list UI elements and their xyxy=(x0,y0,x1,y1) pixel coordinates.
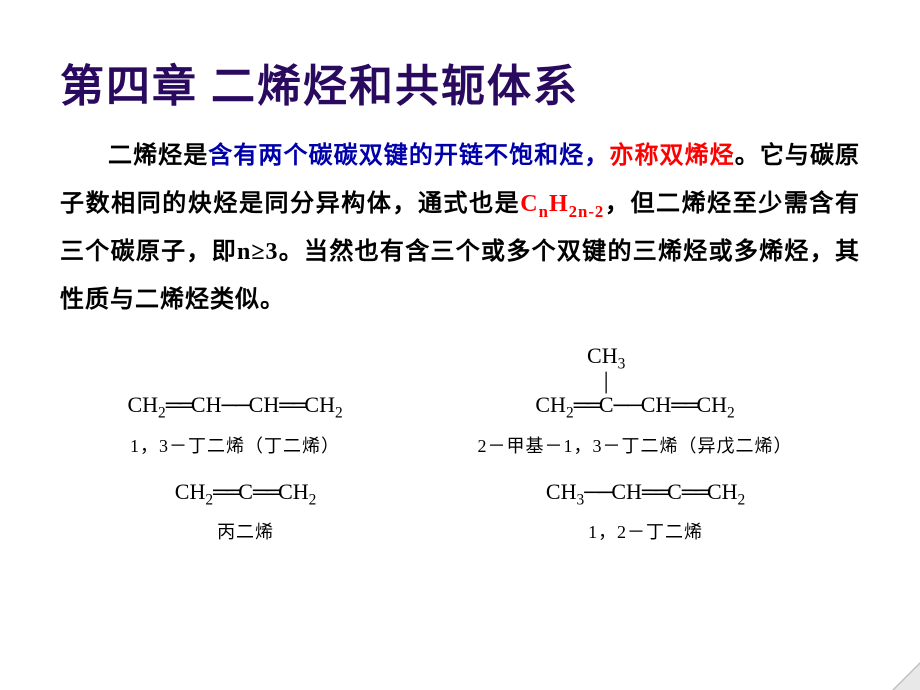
molecule-block: CH2══CCH3│──CH══CH22－甲基－1，3－丁二烯（异戊二烯） xyxy=(478,349,793,457)
formula-part: CH xyxy=(535,392,566,417)
formula-part: ══ xyxy=(253,479,278,504)
intro-paragraph: 二烯烃是含有两个碳碳双键的开链不饱和烃，亦称双烯烃。它与碳原子数相同的炔烃是同分… xyxy=(60,132,860,324)
branch-group: CH3│ xyxy=(587,344,625,391)
text-segment: C xyxy=(520,191,538,217)
molecule-label: 2－甲基－1，3－丁二烯（异戊二烯） xyxy=(478,432,793,458)
molecule-row-1: CH2══CH──CH══CH21，3－丁二烯（丁二烯）CH2══CCH3│──… xyxy=(60,349,860,457)
formula-part: CH xyxy=(546,479,577,504)
formula-part: 2 xyxy=(158,405,166,422)
formula-part: 3 xyxy=(576,491,584,508)
formula-part: CH xyxy=(304,392,335,417)
molecule-block: CH2══CH──CH══CH21，3－丁二烯（丁二烯） xyxy=(127,391,342,457)
formula-part: 2 xyxy=(727,405,735,422)
formula-part: CH xyxy=(707,479,738,504)
text-segment: 亦称双烯烃 xyxy=(609,143,734,169)
text-segment: n xyxy=(539,202,549,221)
chapter-title: 第四章 二烯烃和共轭体系 xyxy=(60,50,860,114)
formula-part: 2 xyxy=(738,491,746,508)
formula-part: CH xyxy=(249,392,280,417)
molecule-label: 1，2－丁二烯 xyxy=(546,518,745,544)
formula-part: ══ xyxy=(213,479,238,504)
formula-part: ── xyxy=(221,392,248,417)
molecule-block: CH3──CH══C══CH21，2－丁二烯 xyxy=(546,478,745,544)
formula-part: ══ xyxy=(682,479,707,504)
chemical-formula: CH2══CCH3│──CH══CH2 xyxy=(478,391,793,423)
chemical-formula: CH2══CH──CH══CH2 xyxy=(127,391,342,423)
formula-part: ══ xyxy=(279,392,304,417)
molecule-examples: CH2══CH──CH══CH21，3－丁二烯（丁二烯）CH2══CCH3│──… xyxy=(60,349,860,544)
chemical-formula: CH2══C══CH2 xyxy=(175,478,317,510)
text-segment: H xyxy=(549,191,569,217)
molecule-label: 1，3－丁二烯（丁二烯） xyxy=(127,432,342,458)
text-segment: 二烯烃是 xyxy=(108,143,208,169)
formula-part: 2 xyxy=(335,405,343,422)
molecule-block: CH2══C══CH2丙二烯 xyxy=(175,478,317,544)
formula-part: CH xyxy=(127,392,158,417)
formula-part: 2 xyxy=(566,405,574,422)
formula-part: ══ xyxy=(166,392,191,417)
formula-part: ══ xyxy=(642,479,667,504)
formula-part: ── xyxy=(584,479,611,504)
page-corner-fold-inner xyxy=(894,664,920,690)
formula-part: CCH3│ xyxy=(599,391,614,420)
chemical-formula: CH3──CH══C══CH2 xyxy=(546,478,745,510)
formula-part: CH xyxy=(611,479,642,504)
formula-part: ══ xyxy=(574,392,599,417)
formula-part: C xyxy=(238,479,253,504)
molecule-row-2: CH2══C══CH2丙二烯CH3──CH══C══CH21，2－丁二烯 xyxy=(60,478,860,544)
formula-part: C xyxy=(667,479,682,504)
text-segment: 2n-2 xyxy=(569,202,605,221)
formula-part: CH xyxy=(191,392,222,417)
formula-part: CH xyxy=(696,392,727,417)
text-segment: 含有两个碳碳双键的开链不饱和烃， xyxy=(208,143,609,169)
formula-part: 2 xyxy=(205,491,213,508)
formula-part: CH xyxy=(278,479,309,504)
formula-part: 2 xyxy=(309,491,317,508)
formula-part: CH xyxy=(175,479,206,504)
formula-part: ══ xyxy=(671,392,696,417)
formula-part: CH xyxy=(641,392,672,417)
molecule-label: 丙二烯 xyxy=(175,518,317,544)
formula-part: ── xyxy=(614,392,641,417)
